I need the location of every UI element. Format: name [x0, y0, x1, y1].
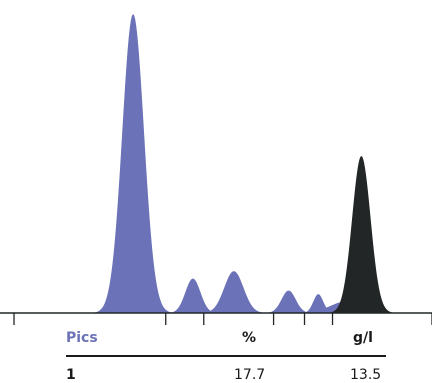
peak-1-1: [89, 14, 177, 313]
peak-layer: [89, 14, 415, 313]
peak-1-3: [195, 271, 273, 313]
row-gl-value: 13.5: [350, 367, 382, 383]
peak-2-1: [324, 156, 399, 313]
percent-header: %: [242, 330, 257, 346]
fraction-ticks: [13, 313, 432, 325]
peak-1-5: [298, 294, 339, 313]
table-divider: [66, 355, 386, 357]
row-percent-value: 17.7: [234, 367, 266, 383]
row-pic-number: 1: [66, 367, 76, 383]
gl-header: g/l: [353, 330, 373, 346]
peak-1-4: [260, 290, 318, 313]
peak-1-2: [162, 278, 223, 313]
pics-header: Pics: [66, 330, 98, 346]
